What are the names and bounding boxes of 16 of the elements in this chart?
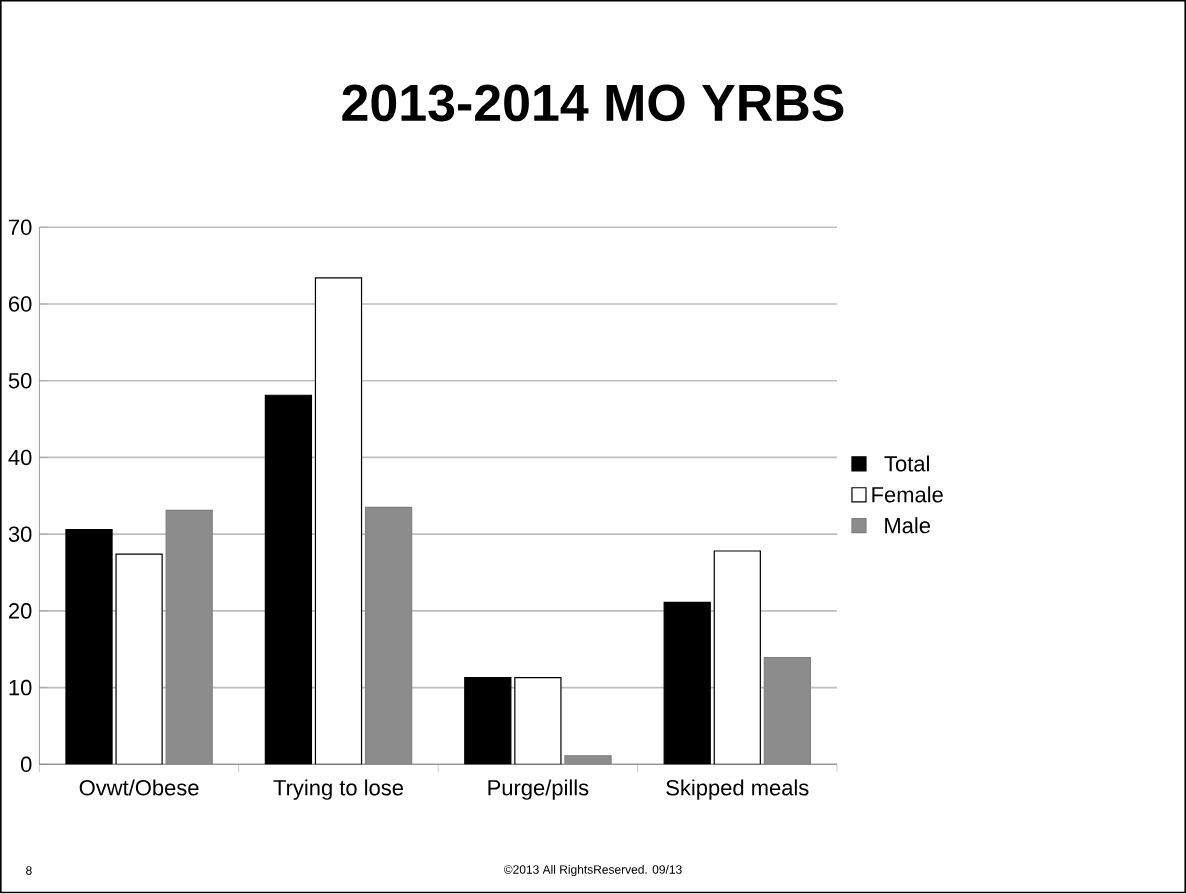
- y-tick-label: 70: [9, 219, 32, 236]
- y-tick-label: 50: [8, 373, 32, 389]
- x-tick-label: Skipped meals: [666, 779, 809, 801]
- y-tick-label: 20: [9, 603, 32, 619]
- x-tick-label: Ovwt/Obese: [79, 779, 199, 796]
- legend-label: Total: [884, 455, 929, 472]
- y-tick-label: 40: [8, 449, 32, 466]
- legend-label: Female: [872, 486, 943, 503]
- y-tick-label: 0: [20, 756, 32, 773]
- y-tick-label: 30: [8, 526, 32, 543]
- chart-title: 2013-2014 MO YRBS: [342, 84, 844, 122]
- y-tick-label: 60: [9, 296, 32, 313]
- y-tick-label: 10: [9, 680, 32, 696]
- x-tick-label: Purge/pills: [488, 779, 589, 801]
- x-tick-label: Trying to lose: [273, 779, 403, 801]
- legend-label: Male: [885, 517, 931, 534]
